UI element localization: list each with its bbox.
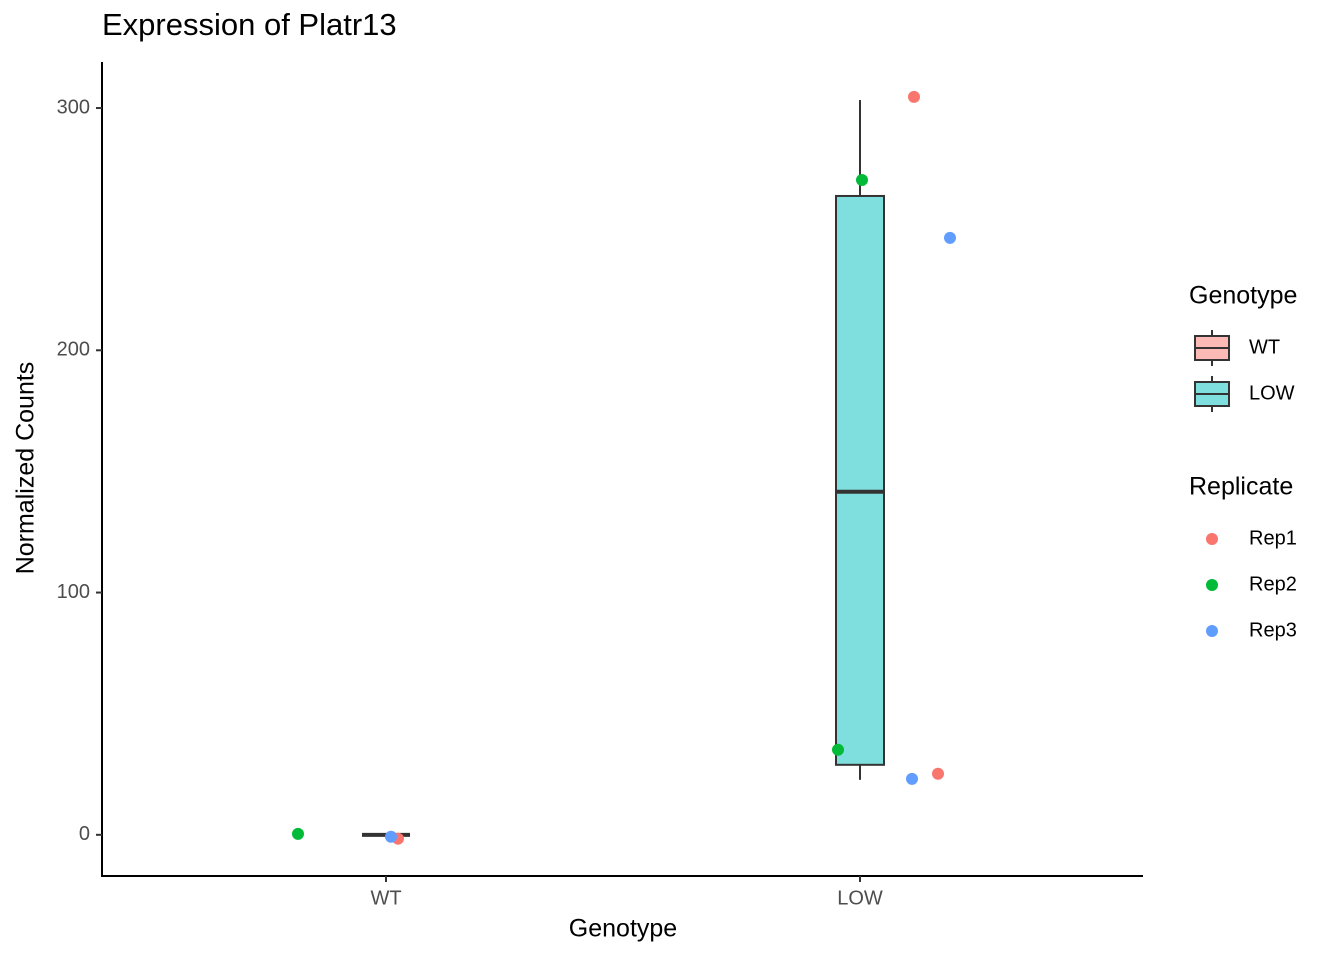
- legend-label: Rep1: [1249, 527, 1297, 549]
- box: [835, 194, 885, 766]
- legend-key: [1206, 579, 1218, 591]
- point: [932, 767, 944, 780]
- legend-label: Rep2: [1249, 573, 1297, 595]
- y-tick-label: 0: [79, 823, 90, 845]
- x-tick-label: WT: [370, 887, 401, 909]
- legend-label: Rep3: [1249, 619, 1297, 641]
- legend-label: WT: [1249, 336, 1280, 358]
- legend-title: Replicate: [1189, 473, 1293, 501]
- point: [385, 830, 397, 843]
- chart-title: Expression of Platr13: [102, 7, 397, 42]
- y-tick-label: 200: [57, 339, 90, 361]
- y-tick-label: 300: [57, 96, 90, 118]
- x-tick-label: LOW: [837, 887, 883, 909]
- y-axis-title: Normalized Counts: [12, 362, 40, 575]
- x-axis-title: Genotype: [569, 915, 677, 943]
- point: [292, 827, 304, 840]
- point: [908, 90, 920, 103]
- y-tick-label: 100: [57, 581, 90, 603]
- point: [856, 173, 868, 186]
- legend-label: LOW: [1249, 382, 1295, 404]
- legend-key: [1206, 625, 1218, 637]
- point: [906, 772, 918, 785]
- legend-key: [1206, 533, 1218, 545]
- point: [944, 231, 956, 244]
- point: [832, 743, 844, 756]
- legend-title: Genotype: [1189, 282, 1297, 310]
